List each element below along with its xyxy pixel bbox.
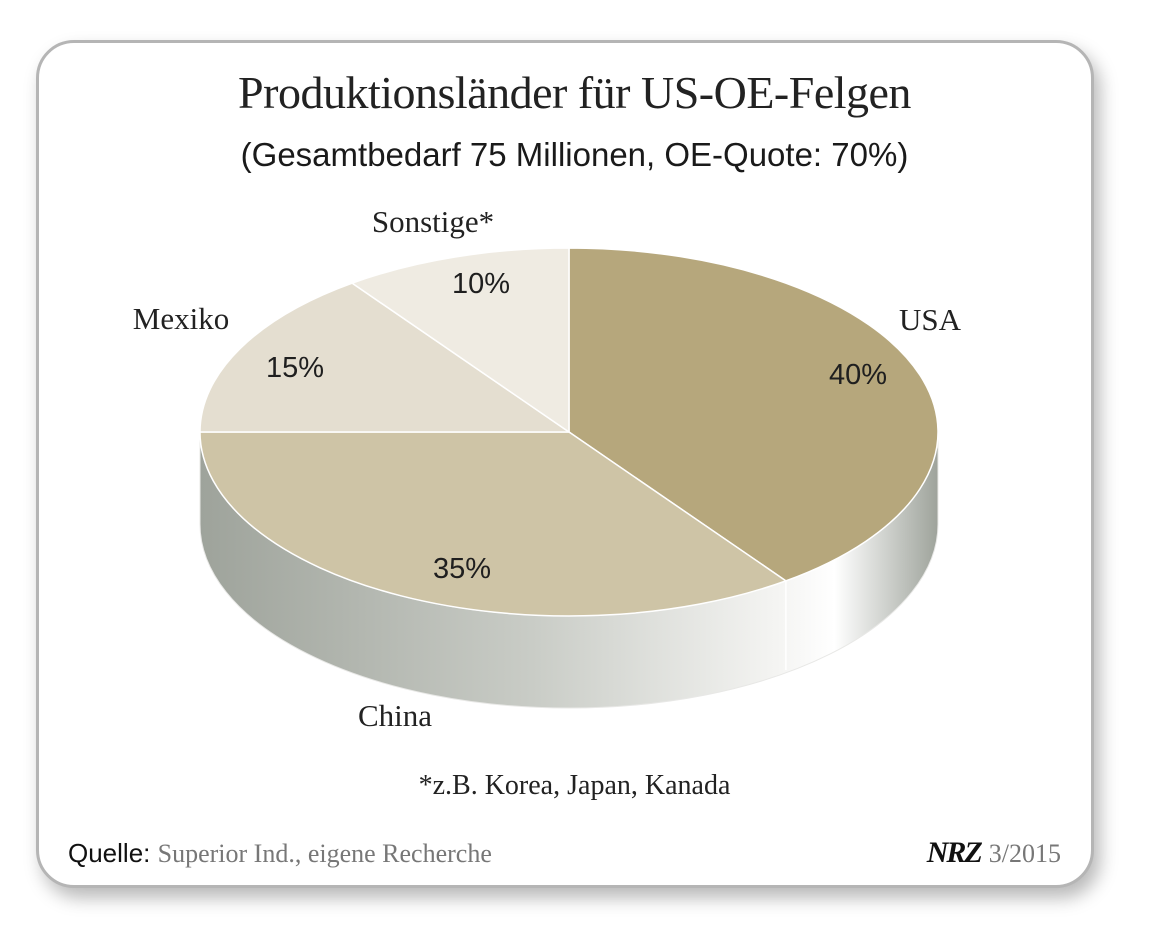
chart-title: Produktionsländer für US-OE-Felgen bbox=[238, 67, 911, 118]
footnote: *z.B. Korea, Japan, Kanada bbox=[418, 770, 731, 801]
category-label: Mexiko bbox=[133, 301, 229, 336]
brand: NRZ 3/2015 bbox=[927, 836, 1061, 870]
category-label: Sonstige* bbox=[372, 204, 494, 239]
slice-sonstige bbox=[350, 247, 570, 434]
value-label: 40% bbox=[829, 359, 887, 391]
value-label: 10% bbox=[452, 268, 510, 300]
issue-date: 3/2015 bbox=[988, 839, 1061, 868]
category-label: China bbox=[358, 698, 432, 733]
value-label: 15% bbox=[266, 352, 324, 384]
source-text: Superior Ind., eigene Recherche bbox=[157, 839, 492, 868]
value-label: 35% bbox=[433, 553, 491, 585]
category-label: USA bbox=[899, 302, 962, 337]
chart-subtitle: (Gesamtbedarf 75 Millionen, OE-Quote: 70… bbox=[240, 136, 909, 173]
source-line: Quelle: Superior Ind., eigene Recherche bbox=[68, 838, 492, 869]
slice-usa bbox=[568, 247, 939, 582]
source-label: Quelle: bbox=[68, 838, 151, 868]
slice-china bbox=[199, 431, 788, 617]
slice-mexiko bbox=[199, 282, 572, 433]
brand-logo: NRZ bbox=[926, 836, 983, 869]
